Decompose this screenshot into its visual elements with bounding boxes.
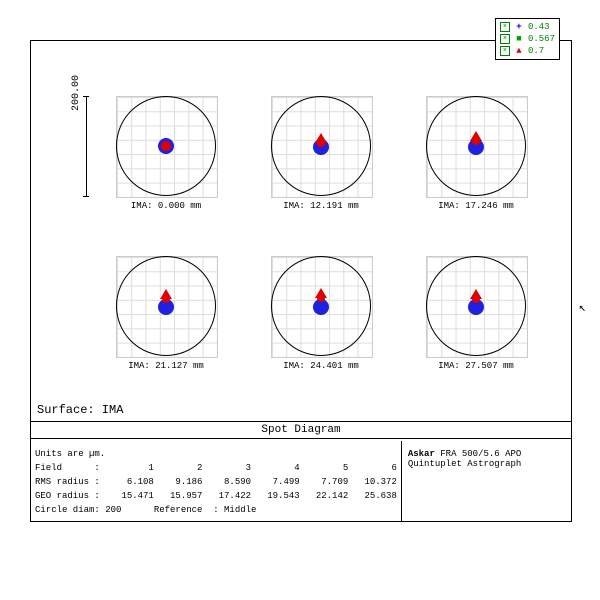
spot-grid: IMA: 0.000 mm IMA: 12.191 mm IMA: 17.246 m… xyxy=(81,81,551,381)
spot-red-base xyxy=(317,296,325,302)
spot-red-base xyxy=(472,297,480,303)
spot-cell: IMA: 17.246 mm xyxy=(411,81,541,211)
spot-label: IMA: 12.191 mm xyxy=(256,201,386,211)
diagram-title: Spot Diagram xyxy=(31,421,571,439)
legend-item: × ■ 0.567 xyxy=(500,33,555,45)
spot-red-base xyxy=(162,297,170,303)
data-table: Units are µm. Field : 1 2 3 4 5 6 RMS ra… xyxy=(31,441,402,521)
spot-red-base xyxy=(317,141,325,147)
legend-value: 0.7 xyxy=(528,45,544,57)
product-label: Askar FRA 500/5.6 APO Quintuplet Astrogr… xyxy=(402,441,571,521)
legend-item: × +0.43 xyxy=(500,21,555,33)
legend-symbol-icon: + xyxy=(514,21,524,33)
spot-cell: IMA: 24.401 mm xyxy=(256,241,386,371)
spot-label: IMA: 27.507 mm xyxy=(411,361,541,371)
legend-checkbox-icon: × xyxy=(500,34,510,44)
spot-cell: IMA: 21.127 mm xyxy=(101,241,231,371)
spot-label: IMA: 21.127 mm xyxy=(101,361,231,371)
brand: Askar xyxy=(408,449,435,459)
plot-frame: 200.00 IMA: 0.000 mmIMA: 12.191 mmIMA: 1… xyxy=(30,40,572,522)
spot-cell: IMA: 27.507 mm xyxy=(411,241,541,371)
legend: × +0.43 × ■ 0.567 × ▲ 0.7 xyxy=(495,18,560,60)
legend-item: × ▲ 0.7 xyxy=(500,45,555,57)
surface-label: Surface: IMA xyxy=(37,403,123,417)
cursor-icon: ↖ xyxy=(579,300,586,315)
legend-checkbox-icon: × xyxy=(500,46,510,56)
spot-cell: IMA: 0.000 mm xyxy=(101,81,231,211)
bottom-area: Units are µm. Field : 1 2 3 4 5 6 RMS ra… xyxy=(31,441,571,521)
spot-cell: IMA: 12.191 mm xyxy=(256,81,386,211)
spot-label: IMA: 17.246 mm xyxy=(411,201,541,211)
legend-value: 0.567 xyxy=(528,33,555,45)
spot-label: IMA: 0.000 mm xyxy=(101,201,231,211)
spot-label: IMA: 24.401 mm xyxy=(256,361,386,371)
spot-red-base xyxy=(472,139,480,145)
legend-symbol-icon: ▲ xyxy=(514,45,524,57)
spot-red xyxy=(161,141,171,151)
legend-checkbox-icon: × xyxy=(500,22,510,32)
legend-symbol-icon: ■ xyxy=(514,33,524,45)
legend-value: 0.43 xyxy=(528,21,550,33)
